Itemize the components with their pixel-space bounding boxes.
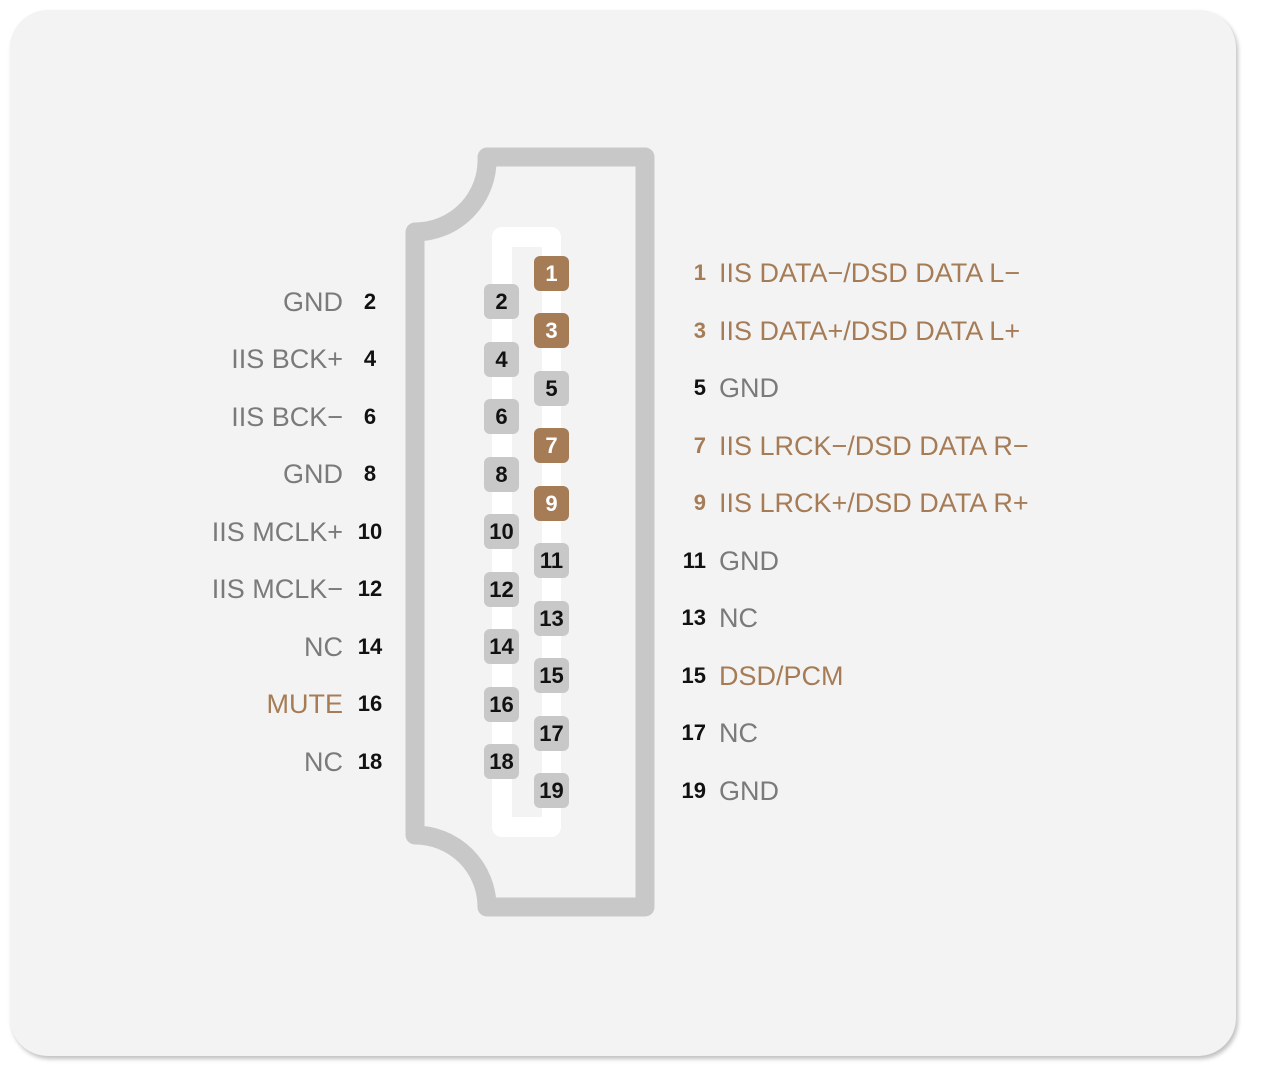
pin-4: 4	[484, 341, 519, 377]
pin-label-12: IIS MCLK−	[211, 574, 343, 605]
pin-2: 2	[484, 284, 519, 320]
pin-number-10: 10	[357, 518, 383, 544]
pin-10: 10	[484, 514, 519, 550]
pin-label-5: GND	[719, 373, 779, 403]
pin-number-12: 12	[357, 576, 383, 602]
pin-number-4: 4	[363, 346, 377, 372]
pin-number-1: 1	[693, 260, 706, 285]
diagram-card	[10, 10, 1236, 1056]
pin-15: 15	[534, 658, 569, 693]
pin-number-8: 8	[363, 461, 377, 487]
pin-number-19: 19	[681, 777, 706, 803]
pin-number-14: 14	[357, 633, 383, 659]
pin-number-15: 15	[681, 662, 706, 688]
pin-label-6: IIS BCK−	[231, 401, 343, 432]
pin-label-14: NC	[304, 631, 343, 662]
pin-label-3: IIS DATA+/DSD DATA L+	[719, 315, 1021, 346]
pin-label-19: GND	[719, 775, 779, 806]
pin-1: 1	[534, 255, 569, 291]
pin-13: 13	[534, 600, 569, 636]
pin-label-4: IIS BCK+	[231, 344, 343, 375]
pin-number-7: 7	[693, 432, 706, 458]
pin-label-13: NC	[719, 603, 758, 633]
pin-label-15: DSD/PCM	[719, 660, 844, 691]
pin-7: 7	[534, 428, 569, 463]
pin-number-13: 13	[681, 605, 706, 630]
pin-label-1: IIS DATA−/DSD DATA L−	[719, 258, 1021, 288]
pin-number-5: 5	[693, 375, 706, 400]
pin-17: 17	[534, 715, 569, 751]
pin-16: 16	[484, 686, 519, 722]
pin-19: 19	[534, 773, 569, 808]
pin-number-3: 3	[693, 317, 706, 343]
pin-9: 9	[534, 485, 569, 521]
pin-number-17: 17	[681, 720, 706, 745]
pin-14: 14	[484, 629, 519, 665]
pin-number-16: 16	[357, 691, 383, 717]
pin-number-6: 6	[363, 403, 377, 429]
pin-3: 3	[534, 313, 569, 348]
pin-label-9: IIS LRCK+/DSD DATA R+	[719, 488, 1029, 518]
pin-label-2: GND	[283, 286, 343, 317]
pin-label-8: GND	[283, 459, 343, 490]
pin-6: 6	[484, 399, 519, 435]
pin-number-11: 11	[682, 547, 706, 573]
pin-label-18: NC	[304, 746, 343, 777]
pin-number-9: 9	[693, 490, 706, 515]
pin-label-17: NC	[719, 718, 758, 748]
connector-shell	[405, 147, 655, 917]
pin-label-11: GND	[719, 545, 779, 576]
pin-label-7: IIS LRCK−/DSD DATA R−	[719, 430, 1029, 461]
pin-8: 8	[484, 456, 519, 492]
pin-5: 5	[534, 370, 569, 406]
pin-12: 12	[484, 571, 519, 607]
pin-label-16: MUTE	[266, 689, 344, 720]
pin-label-10: IIS MCLK+	[211, 516, 343, 547]
pin-number-2: 2	[363, 288, 377, 314]
pin-11: 11	[534, 543, 569, 578]
pin-number-18: 18	[357, 748, 383, 774]
pin-18: 18	[484, 744, 519, 780]
